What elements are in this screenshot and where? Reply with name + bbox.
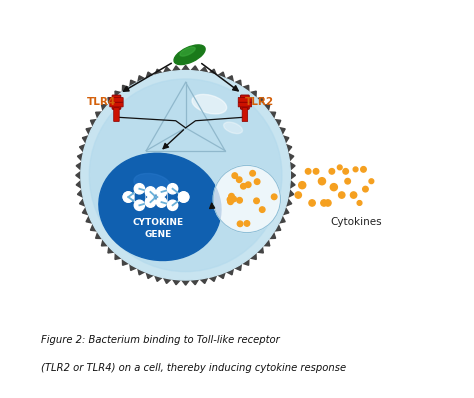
Circle shape xyxy=(357,201,362,205)
Text: CYTOKINE
GENE: CYTOKINE GENE xyxy=(132,218,183,239)
Circle shape xyxy=(272,194,277,199)
Circle shape xyxy=(255,179,260,184)
Circle shape xyxy=(156,187,167,197)
Circle shape xyxy=(295,192,301,198)
Circle shape xyxy=(89,79,282,272)
Circle shape xyxy=(319,178,326,185)
Polygon shape xyxy=(76,65,295,285)
Text: Cytokines: Cytokines xyxy=(330,217,382,227)
Text: TLR4: TLR4 xyxy=(87,97,116,107)
Circle shape xyxy=(156,197,167,207)
FancyBboxPatch shape xyxy=(114,108,119,121)
Circle shape xyxy=(299,181,306,189)
Circle shape xyxy=(146,197,155,207)
Circle shape xyxy=(246,182,251,187)
Circle shape xyxy=(244,220,250,226)
Circle shape xyxy=(231,196,237,202)
Circle shape xyxy=(338,192,345,198)
Ellipse shape xyxy=(180,47,195,56)
Circle shape xyxy=(345,178,350,184)
Circle shape xyxy=(167,200,178,211)
Circle shape xyxy=(123,192,134,202)
Circle shape xyxy=(343,169,348,174)
FancyBboxPatch shape xyxy=(110,98,123,102)
Circle shape xyxy=(134,200,145,211)
Ellipse shape xyxy=(99,153,221,261)
Circle shape xyxy=(330,183,337,191)
Ellipse shape xyxy=(192,94,227,114)
Circle shape xyxy=(337,165,342,170)
Circle shape xyxy=(179,192,189,202)
Circle shape xyxy=(232,173,237,178)
Circle shape xyxy=(361,167,366,172)
Circle shape xyxy=(325,200,331,206)
Circle shape xyxy=(305,169,311,174)
Circle shape xyxy=(227,197,233,202)
Circle shape xyxy=(146,187,155,197)
Circle shape xyxy=(313,169,319,174)
Circle shape xyxy=(254,198,259,204)
Circle shape xyxy=(321,200,327,206)
Circle shape xyxy=(309,200,315,206)
Circle shape xyxy=(134,183,145,194)
Circle shape xyxy=(241,183,246,189)
FancyBboxPatch shape xyxy=(238,102,252,107)
Circle shape xyxy=(237,221,243,226)
Circle shape xyxy=(81,70,291,280)
Circle shape xyxy=(167,183,178,194)
Circle shape xyxy=(350,192,357,198)
FancyBboxPatch shape xyxy=(242,108,248,121)
Circle shape xyxy=(228,199,233,205)
Ellipse shape xyxy=(224,122,243,134)
Circle shape xyxy=(250,170,255,176)
Circle shape xyxy=(123,192,134,202)
FancyBboxPatch shape xyxy=(110,102,123,107)
Ellipse shape xyxy=(134,174,170,193)
Circle shape xyxy=(213,166,281,232)
Circle shape xyxy=(329,169,335,174)
Circle shape xyxy=(237,177,242,182)
Circle shape xyxy=(353,167,358,172)
FancyBboxPatch shape xyxy=(241,95,249,109)
Circle shape xyxy=(363,186,368,192)
Text: (TLR2 or TLR4) on a cell, thereby inducing cytokine response: (TLR2 or TLR4) on a cell, thereby induci… xyxy=(41,363,346,373)
Ellipse shape xyxy=(174,45,205,64)
Circle shape xyxy=(179,192,189,202)
Text: Figure 2: Bacterium binding to Toll-like receptor: Figure 2: Bacterium binding to Toll-like… xyxy=(41,336,280,345)
Circle shape xyxy=(229,193,234,199)
FancyBboxPatch shape xyxy=(238,98,252,102)
Circle shape xyxy=(369,179,374,183)
FancyBboxPatch shape xyxy=(112,95,121,109)
Circle shape xyxy=(259,207,265,213)
Text: TLR2: TLR2 xyxy=(246,97,274,107)
Circle shape xyxy=(237,197,242,203)
